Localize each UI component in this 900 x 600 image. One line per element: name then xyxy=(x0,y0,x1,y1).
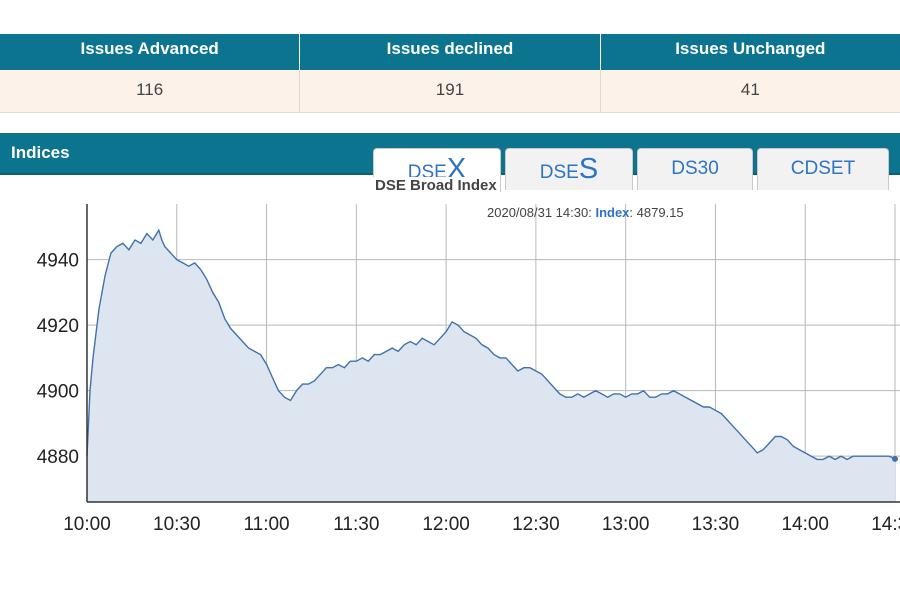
indices-title: Indices xyxy=(11,143,70,162)
market-stats-table: Issues Advanced Issues declined Issues U… xyxy=(0,34,900,113)
tab-dses-prefix: DSE xyxy=(539,162,579,183)
tab-dses-suffix: S xyxy=(578,153,599,185)
y-tick-label-3: 4940 xyxy=(37,251,79,272)
y-tick-label-1: 4900 xyxy=(37,382,79,403)
tab-ds30[interactable]: DS30 xyxy=(637,148,753,190)
x-tick-label-2: 11:00 xyxy=(243,514,289,535)
x-tick-label-1: 10:30 xyxy=(153,514,201,535)
x-tick-label-9: 14:30 xyxy=(871,514,900,535)
header-issues-declined: Issues declined xyxy=(300,34,601,70)
x-tick-label-0: 10:00 xyxy=(63,514,111,535)
x-tick-label-8: 14:00 xyxy=(781,514,829,535)
series-line xyxy=(86,228,896,461)
value-issues-advanced: 116 xyxy=(0,70,301,112)
series-area-fill xyxy=(87,230,895,502)
y-tick-label-2: 4920 xyxy=(37,316,79,337)
readout-value: 4879.15 xyxy=(636,205,684,220)
header-issues-unchanged: Issues Unchanged xyxy=(675,39,826,58)
value-issues-declined: 191 xyxy=(300,70,601,112)
tab-dses[interactable]: DSES xyxy=(505,148,633,190)
x-tick-label-3: 11:30 xyxy=(333,514,379,535)
market-stats-header-row: Issues Advanced Issues declined Issues U… xyxy=(0,34,900,70)
chart-readout: 2020/08/31 14:30: Index: 4879.15 xyxy=(487,205,684,220)
tab-cdset[interactable]: CDSET xyxy=(757,148,889,190)
header-issues-advanced: Issues Advanced xyxy=(0,34,301,70)
x-tick-label-7: 13:30 xyxy=(692,514,740,535)
x-tick-label-4: 12:00 xyxy=(422,514,470,535)
readout-key: Index xyxy=(595,205,630,220)
readout-time: 2020/08/31 14:30 xyxy=(487,205,589,220)
x-tick-label-6: 13:00 xyxy=(602,514,650,535)
value-issues-unchanged: 41 xyxy=(740,80,760,99)
last-point-marker xyxy=(892,455,898,462)
market-stats-value-row: 116 191 41 xyxy=(0,70,900,113)
chart-title: DSE Broad Index xyxy=(373,177,499,194)
x-tick-label-5: 12:30 xyxy=(512,514,560,535)
y-tick-label-0: 4880 xyxy=(37,447,79,468)
